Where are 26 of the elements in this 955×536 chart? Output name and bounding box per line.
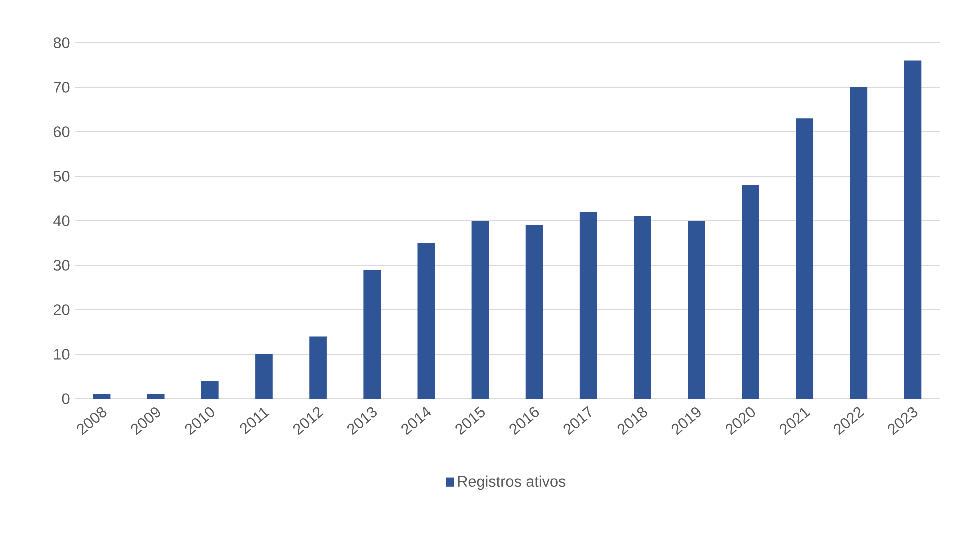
bar: [364, 270, 382, 399]
bar: [904, 60, 922, 399]
bar: [796, 118, 814, 399]
bar: [93, 394, 111, 399]
bar: [201, 381, 219, 399]
y-tick-label: 0: [62, 394, 70, 404]
bar: [418, 243, 436, 399]
bar: [147, 394, 165, 399]
bar: [472, 221, 490, 399]
legend-label: Registros ativos: [458, 476, 566, 490]
bar: [688, 221, 706, 399]
bar: [526, 225, 544, 399]
bar: [850, 88, 868, 399]
bar: [742, 185, 760, 399]
bar: [634, 216, 652, 399]
y-tick-label: 50: [54, 171, 70, 182]
bar: [256, 354, 273, 399]
y-tick-label: 80: [54, 38, 70, 48]
y-tick-label: 70: [54, 82, 70, 93]
y-tick-label: 10: [54, 349, 70, 360]
y-tick-label: 40: [54, 216, 70, 226]
bar: [310, 336, 327, 399]
y-tick-label: 60: [54, 126, 70, 138]
y-tick-label: 20: [54, 304, 70, 316]
y-tick-label: 30: [54, 260, 70, 271]
bar: [580, 212, 598, 399]
